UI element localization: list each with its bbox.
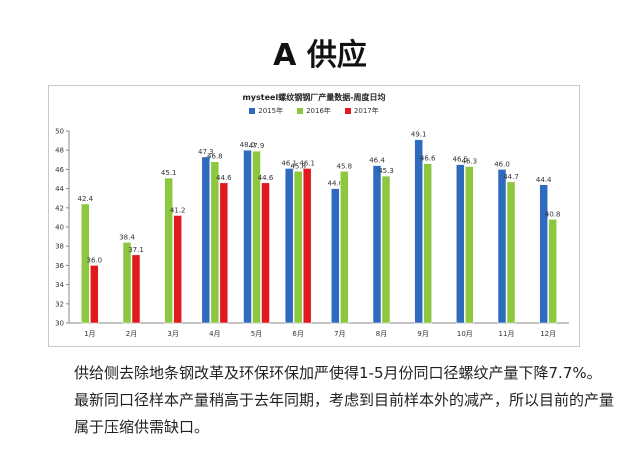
y-tick-label: 38 [55,243,64,251]
legend-swatch-2015 [249,108,256,114]
data-label-2017-6: 46.1 [299,159,315,167]
y-tick-label: 30 [55,320,64,328]
data-label-2016-5: 47.9 [249,142,265,150]
x-tick-label: 5月 [251,330,262,338]
bar-2016-10 [465,166,474,324]
data-label-2016-7: 45.8 [337,162,353,170]
bar-2016-9 [423,163,432,324]
bar-2016-4 [210,161,220,324]
data-label-2016-11: 44.7 [503,173,519,181]
data-label-2015-6: 46.1 [281,159,297,167]
bar-2015-6 [284,168,294,324]
legend-swatch-2016 [297,108,304,114]
y-tick-label: 48 [55,147,64,155]
data-label-2016-9: 46.6 [420,155,436,163]
x-tick-label: 3月 [167,330,178,338]
y-tick-label: 40 [55,224,64,232]
bar-2015-4 [201,156,211,324]
data-label-2016-6: 45.8 [290,162,306,170]
data-label-2016-3: 45.1 [161,169,177,177]
x-tick-label: 10月 [457,330,473,338]
data-label-2016-8: 45.3 [378,167,394,175]
data-label-2015-11: 46.0 [494,160,510,168]
bar-2015-8 [372,165,382,324]
chart-title: mysteel螺纹钢钢厂产量数据-周度日均 [242,93,386,102]
bar-2017-4 [219,182,229,324]
bar-2015-5 [243,149,252,324]
bar-2016-5 [252,150,261,324]
data-label-2016-10: 46.3 [462,158,478,166]
legend-label-2015: 2015年 [258,107,284,115]
bar-2016-8 [381,175,391,324]
data-label-2015-9: 49.1 [411,131,427,139]
bar-2016-3 [164,177,173,324]
x-tick-label: 8月 [376,330,387,338]
data-label-2016-12: 40.8 [545,210,561,218]
bar-chart: 30 32 34 36 38 40 42 44 46 48 50 42.4 36.0 1月 38.4 37.1… [55,128,569,338]
bar-2015-7 [331,188,340,324]
legend-label-2016: 2016年 [306,107,331,115]
x-tick-label: 9月 [417,330,428,338]
chart-frame: 30 32 34 36 38 40 42 44 46 48 50 42.4 36.0 1月 38.4 37.1… [48,85,580,347]
x-tick-label: 1月 [84,330,95,338]
y-tick-label: 46 [55,166,64,174]
bar-2015-10 [456,164,465,324]
data-label-2015-5: 48.0 [240,141,256,149]
x-tick-label: 11月 [499,330,515,338]
data-label-2017-1: 36.0 [87,256,103,264]
y-tick-label: 50 [55,128,64,136]
bar-2016-2 [122,242,132,324]
x-tick-label: 4月 [209,330,220,338]
y-tick-label: 36 [55,262,64,270]
data-label-2015-7: 44.0 [328,180,344,188]
x-tick-label: 12月 [540,330,556,338]
legend-item-2016: 2016年 [297,106,331,116]
x-tick-label: 2月 [126,330,137,338]
legend-swatch-2017 [344,108,351,114]
bar-2016-12 [548,219,557,324]
data-label-2015-4: 47.3 [198,148,214,156]
bar-2016-6 [293,171,303,324]
data-label-2015-10: 46.5 [453,156,469,164]
y-tick-label: 42 [55,204,64,212]
bar-2017-5 [261,182,270,324]
data-label-2017-4: 44.6 [216,174,232,182]
data-label-2017-3: 41.2 [170,206,186,214]
data-label-2015-8: 46.4 [369,157,385,165]
legend-item-2017: 2017年 [344,106,379,116]
slide-title: A 供应 [273,38,367,73]
bar-2017-1 [90,265,99,324]
y-tick-label: 44 [55,185,64,193]
data-label-2016-2: 38.4 [119,233,135,241]
slide-body-text: 供给侧去除地条钢改革及环保环保加严使得1-5月份同口径螺纹产量下降7.7%。最新… [74,364,615,436]
data-label-2015-12: 44.4 [536,176,552,184]
bar-2015-9 [414,139,423,324]
legend-label-2017: 2017年 [353,107,379,115]
data-label-2016-1: 42.4 [78,195,94,203]
x-tick-label: 7月 [334,330,345,338]
chart-legend: 2015年 2016年 2017年 [49,106,579,116]
bar-2017-3 [173,215,182,324]
bar-2016-1 [81,203,90,324]
bar-2016-7 [340,171,349,324]
data-label-2017-2: 37.1 [128,246,144,254]
y-tick-label: 34 [55,281,64,289]
bar-2015-12 [539,184,548,324]
data-label-2017-5: 44.6 [258,174,274,182]
bar-2015-11 [497,169,507,324]
bar-2017-2 [131,254,141,324]
x-tick-label: 6月 [292,330,303,338]
bar-2016-11 [506,181,516,324]
y-tick-label: 32 [55,300,64,308]
data-label-2016-4: 46.8 [207,153,223,161]
bar-2017-6 [302,168,312,324]
legend-item-2015: 2015年 [249,106,283,116]
